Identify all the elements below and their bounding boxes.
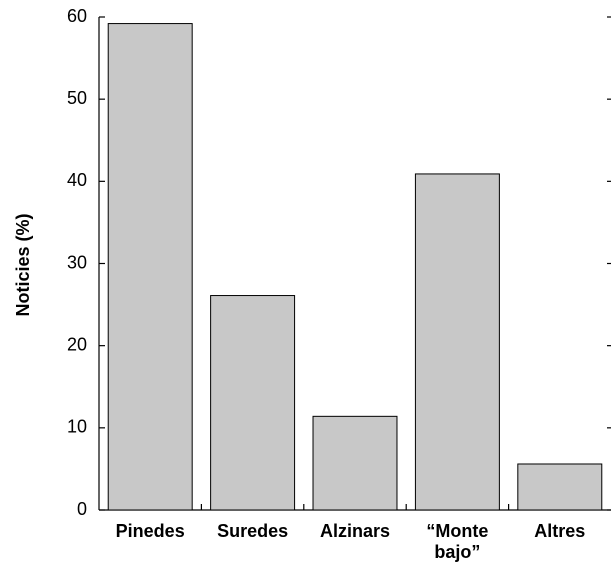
- bar: [107, 23, 193, 511]
- y-tick-label: 40: [67, 170, 87, 190]
- x-tick-label: Altres: [534, 521, 585, 541]
- y-tick-label: 60: [67, 6, 87, 26]
- bar: [414, 173, 500, 511]
- y-tick-label: 50: [67, 88, 87, 108]
- y-tick-label: 30: [67, 252, 87, 272]
- y-tick-label: 0: [77, 499, 87, 519]
- y-tick-label: 10: [67, 417, 87, 437]
- y-axis-label: Noticies (%): [13, 213, 33, 316]
- x-tick-label: Alzinars: [320, 521, 390, 541]
- x-tick-label: Suredes: [217, 521, 288, 541]
- y-tick-label: 20: [67, 334, 87, 354]
- x-tick-label: “Monte bajo”: [426, 521, 488, 562]
- bar: [517, 463, 603, 511]
- bar: [312, 415, 398, 511]
- bar: [210, 295, 296, 511]
- x-tick-label: Pinedes: [116, 521, 185, 541]
